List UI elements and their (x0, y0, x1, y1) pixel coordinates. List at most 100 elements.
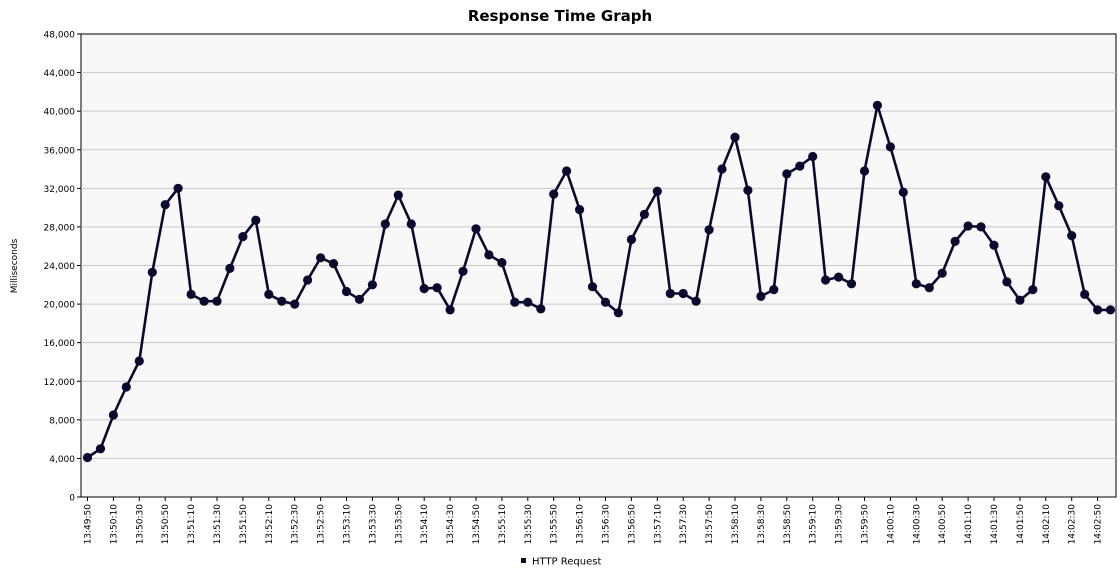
data-point (1041, 172, 1051, 182)
data-point (639, 209, 650, 219)
data-point (743, 185, 753, 195)
y-tick-label: 44,000 (44, 69, 76, 79)
y-tick-label: 48,000 (44, 31, 76, 41)
data-point (549, 189, 559, 199)
data-point (911, 279, 921, 289)
data-point (859, 166, 870, 176)
x-tick-label: 13:59:10 (809, 504, 819, 545)
x-tick-label: 13:58:50 (783, 504, 793, 545)
y-tick-label: 32,000 (44, 185, 76, 195)
data-point (238, 232, 248, 242)
y-tick-label: 4,000 (49, 455, 75, 465)
data-point (769, 285, 779, 295)
x-tick-label: 14:00:50 (938, 504, 948, 545)
x-tick-label: 13:52:10 (265, 504, 275, 545)
data-point (730, 132, 740, 142)
x-tick-label: 13:52:30 (291, 504, 301, 545)
data-point (445, 305, 455, 315)
data-point (82, 452, 93, 463)
legend: HTTP Request (521, 557, 601, 568)
data-point (134, 356, 144, 366)
data-point (303, 275, 313, 285)
legend-label: HTTP Request (532, 557, 601, 568)
data-point (523, 297, 533, 307)
data-point (264, 289, 274, 299)
data-point (600, 297, 611, 307)
x-tick-label: 13:51:30 (213, 504, 223, 545)
data-point (1105, 305, 1116, 315)
x-tick-label: 13:53:30 (368, 504, 378, 545)
data-point (328, 259, 339, 269)
data-point (665, 288, 675, 299)
data-point (872, 100, 883, 110)
x-tick-label: 13:54:50 (472, 504, 482, 545)
x-tick-label: 13:50:50 (161, 504, 171, 545)
data-point (626, 234, 637, 245)
x-tick-label: 13:55:30 (524, 504, 534, 545)
data-point (717, 164, 727, 174)
x-tick-label: 13:58:30 (757, 504, 767, 545)
data-point (704, 225, 714, 235)
data-point (432, 283, 442, 293)
data-point (821, 275, 831, 285)
data-point (1067, 231, 1077, 241)
data-point (393, 190, 403, 200)
x-tick-label: 13:51:10 (187, 504, 197, 545)
data-point (782, 169, 792, 179)
data-point (795, 161, 805, 171)
data-point (834, 272, 844, 282)
data-point (108, 410, 118, 420)
data-point (898, 187, 908, 197)
x-tick-label: 13:53:10 (343, 504, 353, 545)
data-point (937, 268, 947, 278)
data-point (575, 205, 585, 215)
x-tick-label: 13:57:50 (705, 504, 715, 545)
x-tick-label: 14:02:30 (1068, 504, 1078, 545)
data-point (212, 296, 222, 306)
grid-lines (81, 72, 1116, 459)
data-point (976, 222, 986, 232)
data-point (251, 215, 261, 225)
y-axis: 0 4,000 8,000 12,000 16,000 20,000 24,000 28,00… (44, 31, 81, 504)
data-point (562, 166, 572, 176)
x-tick-label: 13:52:50 (317, 504, 327, 545)
data-point (587, 282, 598, 292)
x-tick-label: 13:51:50 (239, 504, 249, 545)
chart-title: Response Time Graph (468, 7, 652, 25)
data-point (160, 200, 170, 210)
x-tick-label: 14:00:30 (912, 504, 922, 545)
x-tick-label: 14:00:10 (886, 504, 896, 545)
data-point (95, 444, 106, 454)
data-point (121, 382, 131, 392)
x-tick-label: 13:57:30 (679, 504, 689, 545)
data-point (406, 219, 416, 229)
x-tick-label: 13:56:50 (627, 504, 637, 545)
data-point (471, 224, 481, 234)
data-point (1028, 285, 1038, 295)
data-point (613, 308, 624, 318)
legend-marker (521, 558, 526, 563)
x-tick-label: 13:55:50 (550, 504, 560, 545)
data-point (846, 279, 857, 289)
x-tick-label: 13:57:10 (653, 504, 663, 545)
data-point (510, 297, 520, 307)
series-http-request (82, 100, 1116, 463)
data-point (1080, 289, 1090, 299)
data-point (1015, 295, 1025, 305)
x-tick-label: 13:56:10 (576, 504, 586, 545)
data-point (1002, 277, 1012, 287)
y-axis-label: Milliseconds (10, 238, 20, 293)
data-point (419, 284, 429, 294)
data-point (341, 286, 352, 297)
data-point (290, 299, 300, 309)
x-axis: 13:49:50 13:50:10 13:50:30 13:50:50 13:51:10… (84, 497, 1104, 544)
y-tick-label: 0 (69, 494, 75, 504)
data-point (924, 283, 934, 293)
data-point (756, 291, 766, 301)
data-point (885, 142, 896, 152)
y-tick-label: 12,000 (44, 378, 76, 388)
data-point (380, 219, 390, 229)
x-tick-label: 13:58:10 (731, 504, 741, 545)
data-point (808, 151, 818, 162)
